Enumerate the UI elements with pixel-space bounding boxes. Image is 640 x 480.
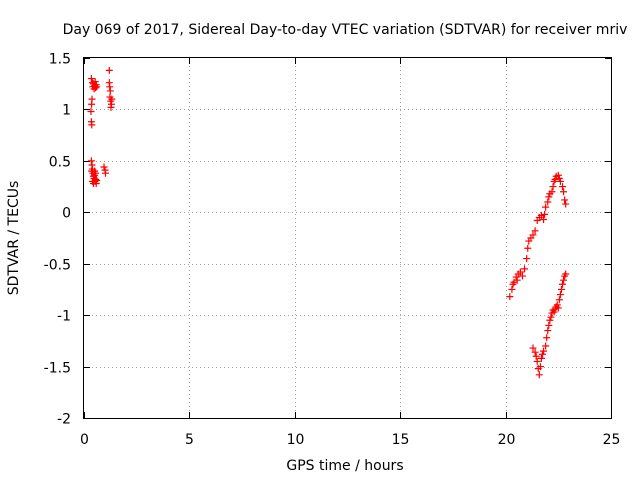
data-point (560, 276, 568, 284)
data-point (536, 363, 544, 371)
data-point (92, 169, 100, 177)
data-point (554, 171, 562, 179)
data-point (545, 321, 553, 329)
data-point (508, 285, 516, 293)
data-point (87, 157, 95, 165)
data-point (540, 347, 548, 355)
y-tick-label: 0.5 (49, 155, 71, 171)
x-tick-label: 0 (80, 432, 89, 448)
data-point (544, 327, 552, 335)
data-point (556, 177, 564, 185)
data-point (108, 95, 116, 103)
data-point (562, 200, 570, 208)
data-point (87, 107, 95, 115)
x-tick-label: 10 (287, 432, 305, 448)
data-point (100, 163, 108, 171)
plot-frame (83, 57, 612, 419)
data-point (545, 193, 553, 201)
data-point (548, 188, 556, 196)
data-point (529, 231, 537, 239)
data-point (540, 215, 548, 223)
data-point (524, 244, 532, 252)
data-point (88, 121, 96, 129)
data-point (537, 211, 545, 219)
data-point (93, 83, 101, 91)
data-point (88, 100, 96, 108)
series-early-low (87, 157, 110, 187)
data-point (561, 196, 569, 204)
data-point (559, 280, 567, 288)
data-point (549, 183, 557, 191)
data-point (531, 227, 539, 235)
data-point (532, 352, 540, 360)
data-point (556, 291, 564, 299)
data-point (89, 179, 97, 187)
data-point (531, 348, 539, 356)
data-point (542, 342, 550, 350)
data-point (92, 84, 100, 92)
data-point (547, 313, 555, 321)
data-point (107, 103, 115, 111)
data-point (106, 83, 114, 91)
axis-ticks: 0 5 10 15 20 25 -2 -1.5 -1 -0.5 0 0.5 1 1.5 (44, 52, 621, 449)
data-point (533, 357, 541, 365)
data-point (537, 354, 545, 362)
series-late-lower (529, 270, 570, 379)
data-point (559, 183, 567, 191)
data-point (93, 176, 101, 184)
data-point (518, 272, 526, 280)
y-tick-label: 1 (62, 103, 71, 119)
y-tick-label: -0.5 (44, 258, 71, 274)
data-point (555, 174, 563, 182)
data-point (550, 308, 558, 316)
y-tick-label: -2 (57, 412, 71, 428)
data-point (105, 66, 113, 74)
x-axis-label: GPS time / hours (286, 458, 403, 474)
data-point (506, 293, 514, 301)
x-tick-label: 15 (392, 432, 410, 448)
data-points (87, 66, 570, 379)
series-early-high (87, 66, 116, 129)
x-tick-label: 5 (185, 432, 194, 448)
data-point (557, 285, 565, 293)
data-point (546, 316, 554, 324)
data-point (523, 255, 531, 263)
data-point (529, 344, 537, 352)
data-point (521, 265, 529, 273)
chart-title: Day 069 of 2017, Sidereal Day-to-day VTE… (63, 22, 628, 38)
data-point (538, 350, 546, 358)
y-tick-label: -1.5 (44, 361, 71, 377)
data-point (553, 301, 561, 309)
data-point (91, 78, 99, 86)
data-point (562, 270, 570, 278)
data-point (516, 268, 524, 276)
y-tick-label: 0 (62, 206, 71, 222)
y-axis-label: SDTVAR / TECUs (6, 181, 22, 296)
data-point (535, 371, 543, 379)
data-point (551, 175, 559, 183)
grid-lines (84, 58, 611, 418)
data-point (560, 188, 568, 196)
series-late-upper (506, 171, 570, 301)
data-point (513, 276, 521, 284)
data-point (554, 304, 562, 312)
data-point (87, 75, 95, 83)
x-tick-label: 20 (498, 432, 516, 448)
data-point (541, 210, 549, 218)
x-tick-label: 25 (603, 432, 621, 448)
data-point (544, 198, 552, 206)
data-point (543, 334, 551, 342)
y-tick-label: -1 (57, 309, 71, 325)
data-point (542, 203, 550, 211)
data-point (102, 169, 110, 177)
data-point (106, 87, 114, 95)
data-point (555, 296, 563, 304)
y-tick-label: 1.5 (49, 52, 71, 68)
